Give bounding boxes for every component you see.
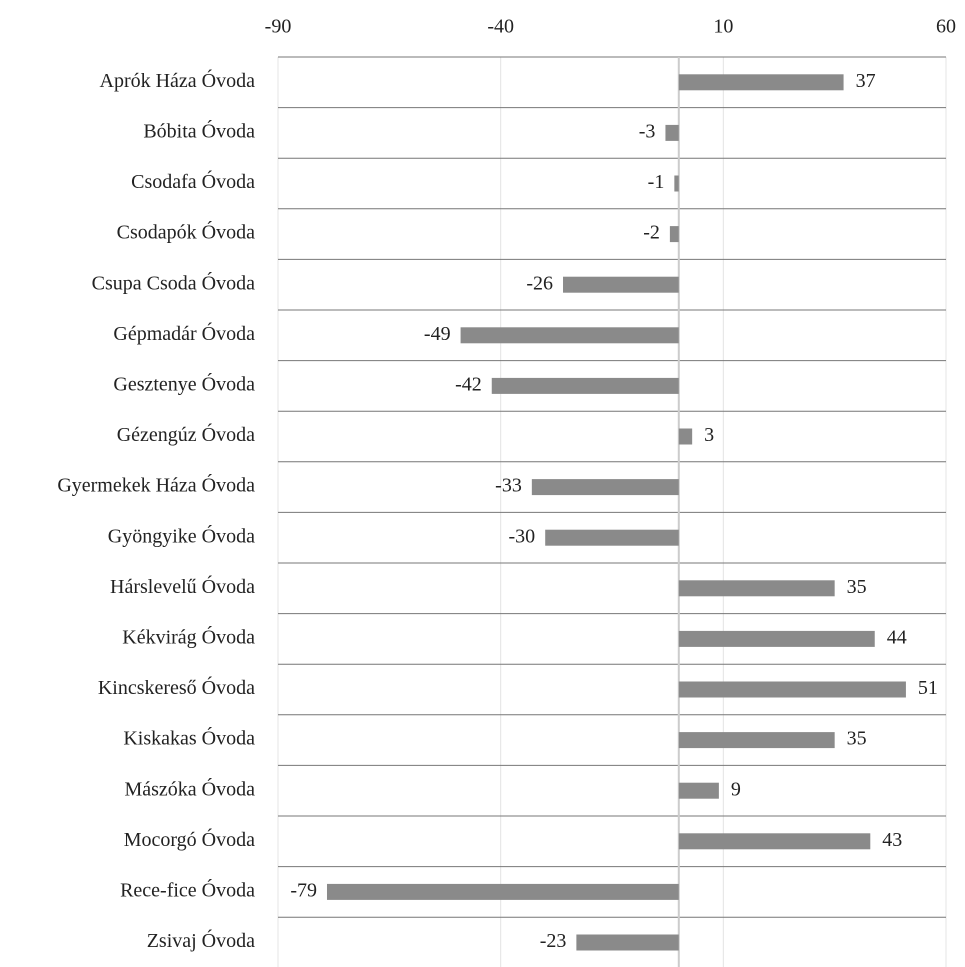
value-label: 35 bbox=[847, 728, 867, 750]
y-tick-label: Csupa Csoda Óvoda bbox=[92, 270, 255, 294]
x-tick-label: -90 bbox=[265, 16, 292, 38]
value-label: 3 bbox=[704, 424, 714, 446]
bar bbox=[678, 782, 719, 799]
value-label: -26 bbox=[526, 272, 553, 294]
x-tick-label: 10 bbox=[713, 16, 733, 38]
bar bbox=[545, 529, 679, 546]
y-tick-label: Kiskakas Óvoda bbox=[123, 726, 255, 750]
y-tick-label: Gyermekek Háza Óvoda bbox=[57, 473, 255, 497]
y-tick-label: Gézengúz Óvoda bbox=[117, 422, 255, 446]
y-tick-label: Zsivaj Óvoda bbox=[147, 928, 255, 952]
value-label: -30 bbox=[509, 525, 536, 547]
value-label: -42 bbox=[455, 373, 482, 395]
y-tick-label: Kékvirág Óvoda bbox=[122, 624, 255, 648]
bar bbox=[531, 479, 679, 496]
bar bbox=[678, 580, 835, 597]
value-label: -23 bbox=[540, 930, 567, 952]
value-label: -1 bbox=[648, 171, 665, 193]
value-label: 51 bbox=[918, 677, 938, 699]
y-tick-label: Gesztenye Óvoda bbox=[113, 371, 255, 395]
bar bbox=[460, 327, 679, 344]
y-tick-label: Aprók Háza Óvoda bbox=[100, 68, 256, 92]
value-label: -33 bbox=[495, 475, 522, 497]
value-label: 44 bbox=[887, 626, 907, 648]
bar bbox=[665, 124, 679, 141]
bar bbox=[326, 883, 679, 900]
value-label: -79 bbox=[290, 879, 317, 901]
y-tick-label: Mocorgó Óvoda bbox=[124, 827, 255, 851]
bar bbox=[678, 833, 871, 850]
bar bbox=[678, 732, 835, 749]
value-label: 37 bbox=[856, 70, 876, 92]
y-tick-label: Hárslevelű Óvoda bbox=[110, 574, 255, 598]
bar bbox=[491, 377, 679, 394]
bar bbox=[678, 74, 844, 91]
bar bbox=[563, 276, 679, 293]
y-tick-label: Kincskereső Óvoda bbox=[98, 675, 255, 699]
value-label: -49 bbox=[424, 323, 451, 345]
bar bbox=[669, 226, 679, 243]
value-label: 35 bbox=[847, 576, 867, 598]
y-tick-label: Rece-fice Óvoda bbox=[120, 877, 255, 901]
y-tick-label: Csodapók Óvoda bbox=[117, 220, 255, 244]
bar bbox=[674, 175, 679, 192]
bar bbox=[678, 681, 906, 698]
x-tick-label: 60 bbox=[936, 16, 956, 38]
x-tick-label: -40 bbox=[487, 16, 514, 38]
y-tick-label: Gyöngyike Óvoda bbox=[108, 523, 255, 547]
bar bbox=[678, 428, 693, 445]
value-label: -2 bbox=[643, 222, 660, 244]
y-tick-label: Bóbita Óvoda bbox=[143, 118, 255, 142]
y-tick-label: Csodafa Óvoda bbox=[131, 169, 255, 193]
value-label: 43 bbox=[882, 829, 902, 851]
bar bbox=[576, 934, 679, 951]
bar bbox=[678, 630, 875, 647]
y-tick-label: Mászóka Óvoda bbox=[124, 776, 255, 800]
y-tick-label: Gépmadár Óvoda bbox=[113, 321, 255, 345]
value-label: -3 bbox=[639, 120, 656, 142]
value-label: 9 bbox=[731, 778, 741, 800]
